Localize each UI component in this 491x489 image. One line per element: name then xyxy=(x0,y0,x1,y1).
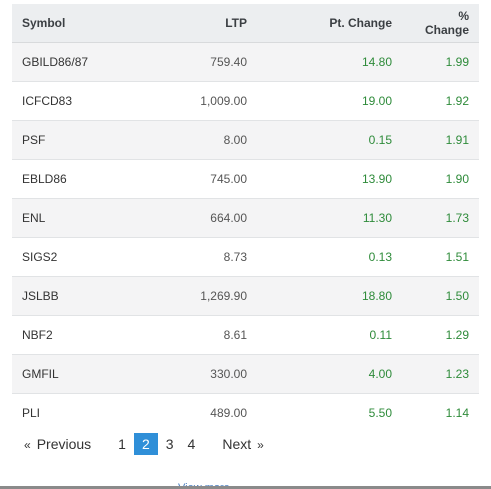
symbol-cell[interactable]: PLI xyxy=(12,393,142,432)
pt-change-cell: 18.80 xyxy=(257,276,402,316)
ltp-cell: 8.73 xyxy=(142,237,257,277)
column-header-pct-change[interactable]: % Change xyxy=(402,4,479,43)
ltp-cell: 489.00 xyxy=(142,393,257,432)
pct-change-cell: 1.90 xyxy=(402,159,479,199)
next-page-link[interactable]: Next » xyxy=(216,433,269,456)
symbol-cell[interactable]: JSLBB xyxy=(12,276,142,316)
pt-change-cell: 0.15 xyxy=(257,120,402,160)
pt-change-cell: 5.50 xyxy=(257,393,402,432)
pt-change-cell: 4.00 xyxy=(257,354,402,394)
symbol-cell[interactable]: GMFIL xyxy=(12,354,142,394)
symbol-cell[interactable]: SIGS2 xyxy=(12,237,142,277)
page-link-2-active[interactable]: 2 xyxy=(133,433,158,455)
page-link-1[interactable]: 1 xyxy=(118,436,126,452)
ltp-cell: 1,269.90 xyxy=(142,276,257,316)
table-row[interactable]: GBILD86/87 759.40 14.80 1.99 xyxy=(12,42,479,82)
section-divider xyxy=(0,486,491,489)
page-link-4[interactable]: 4 xyxy=(187,436,196,452)
symbol-cell[interactable]: PSF xyxy=(12,120,142,160)
pct-change-cell: 1.14 xyxy=(402,393,479,432)
symbol-cell[interactable]: ICFCD83 xyxy=(12,81,142,121)
pt-change-cell: 14.80 xyxy=(257,42,402,82)
table-row[interactable]: EBLD86 745.00 13.90 1.90 xyxy=(12,159,479,199)
column-header-pt-change[interactable]: Pt. Change xyxy=(257,4,402,43)
pct-change-cell: 1.92 xyxy=(402,81,479,121)
pct-change-cell: 1.29 xyxy=(402,315,479,355)
previous-page-link[interactable]: « Previous xyxy=(18,433,97,456)
ltp-cell: 330.00 xyxy=(142,354,257,394)
ltp-cell: 759.40 xyxy=(142,42,257,82)
table-row[interactable]: NBF2 8.61 0.11 1.29 xyxy=(12,315,479,355)
table-row[interactable]: PLI 489.00 5.50 1.14 xyxy=(12,393,479,432)
pt-change-cell: 11.30 xyxy=(257,198,402,238)
column-header-ltp[interactable]: LTP xyxy=(142,4,257,43)
symbol-cell[interactable]: GBILD86/87 xyxy=(12,42,142,82)
pct-change-cell: 1.91 xyxy=(402,120,479,160)
double-left-arrow-icon: « xyxy=(24,437,31,452)
table-header-row: Symbol LTP Pt. Change % Change xyxy=(12,4,479,43)
page-link-3[interactable]: 3 xyxy=(165,436,174,452)
column-header-symbol[interactable]: Symbol xyxy=(12,4,142,43)
pt-change-cell: 19.00 xyxy=(257,81,402,121)
ltp-cell: 8.61 xyxy=(142,315,257,355)
table-row[interactable]: ENL 664.00 11.30 1.73 xyxy=(12,198,479,238)
symbol-cell[interactable]: NBF2 xyxy=(12,315,142,355)
pt-change-cell: 0.13 xyxy=(257,237,402,277)
table-row[interactable]: GMFIL 330.00 4.00 1.23 xyxy=(12,354,479,394)
pt-change-cell: 0.11 xyxy=(257,315,402,355)
symbol-cell[interactable]: EBLD86 xyxy=(12,159,142,199)
ltp-cell: 8.00 xyxy=(142,120,257,160)
pagination: « Previous 1 2 3 4 Next » xyxy=(18,433,270,455)
table-row[interactable]: PSF 8.00 0.15 1.91 xyxy=(12,120,479,160)
pct-change-cell: 1.73 xyxy=(402,198,479,238)
pct-change-cell: 1.23 xyxy=(402,354,479,394)
next-label: Next xyxy=(222,435,252,452)
double-right-arrow-icon: » xyxy=(257,437,264,452)
table-row[interactable]: JSLBB 1,269.90 18.80 1.50 xyxy=(12,276,479,316)
ltp-cell: 664.00 xyxy=(142,198,257,238)
view-more-link[interactable]: View more xyxy=(178,481,230,486)
pct-change-cell: 1.99 xyxy=(402,42,479,82)
ltp-cell: 1,009.00 xyxy=(142,81,257,121)
top-gainers-table: Symbol LTP Pt. Change % Change GBILD86/8… xyxy=(12,4,479,432)
symbol-cell[interactable]: ENL xyxy=(12,198,142,238)
pct-change-cell: 1.51 xyxy=(402,237,479,277)
table-row[interactable]: ICFCD83 1,009.00 19.00 1.92 xyxy=(12,81,479,121)
pt-change-cell: 13.90 xyxy=(257,159,402,199)
pct-change-cell: 1.50 xyxy=(402,276,479,316)
previous-label: Previous xyxy=(36,435,92,452)
ltp-cell: 745.00 xyxy=(142,159,257,199)
table-row[interactable]: SIGS2 8.73 0.13 1.51 xyxy=(12,237,479,277)
